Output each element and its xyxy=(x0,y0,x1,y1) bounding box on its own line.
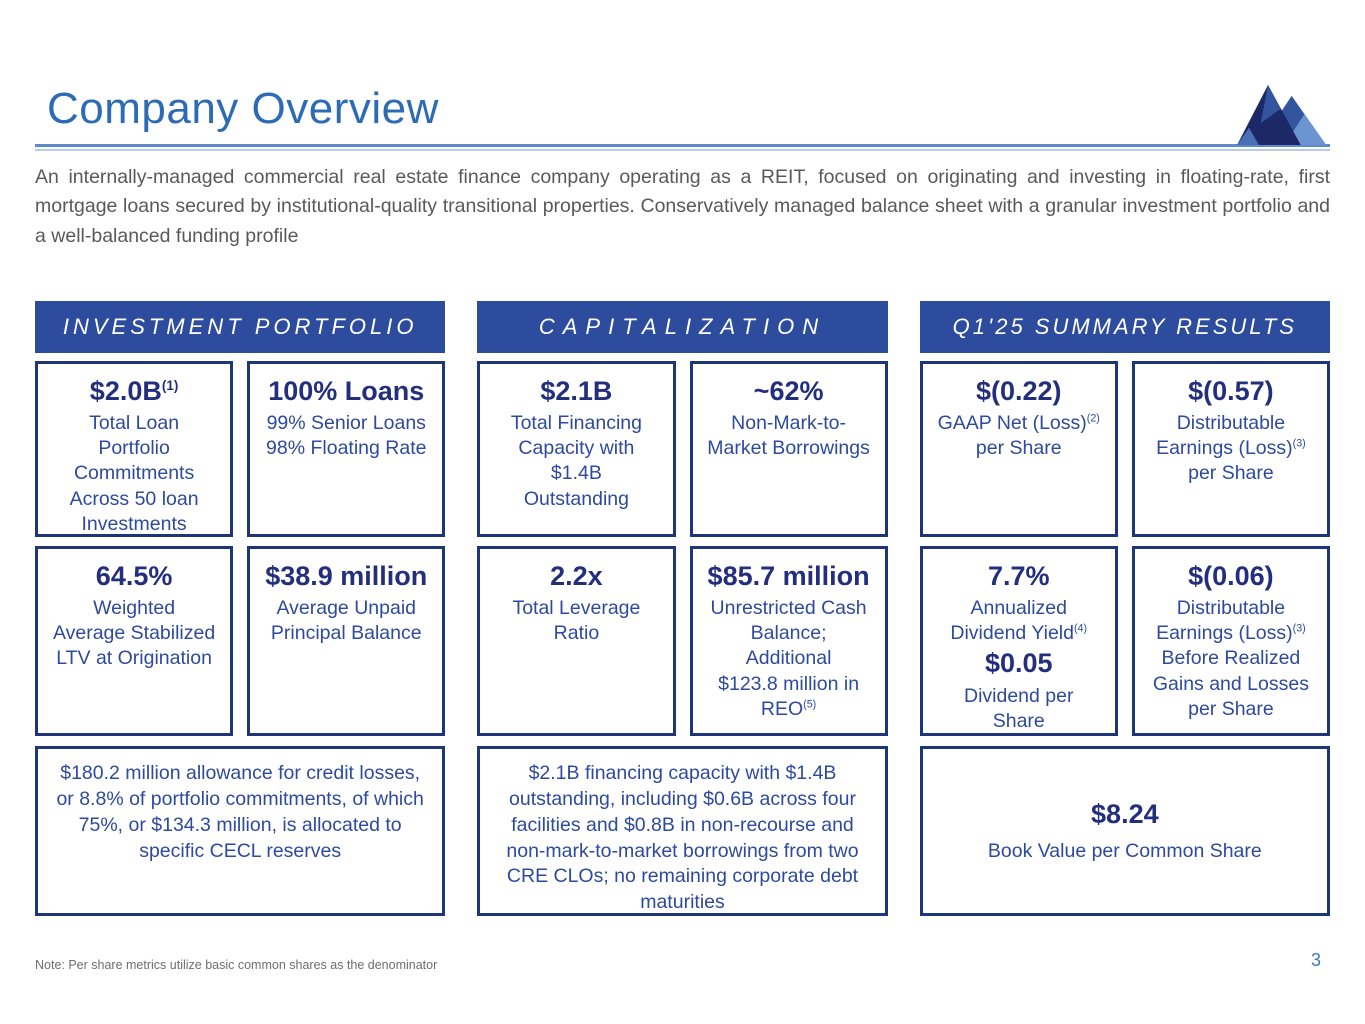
stat-value: $38.9 million xyxy=(265,560,428,591)
stat-label: Average Unpaid Principal Balance xyxy=(270,596,422,645)
stat-label: Distributable Earnings (Loss)(3) per Sha… xyxy=(1156,411,1306,485)
stat-box-loan-mix: 100% Loans 99% Senior Loans 98% Floating… xyxy=(247,360,446,537)
stat-value: $85.7 million xyxy=(707,560,870,591)
page-title: Company Overview xyxy=(47,84,439,133)
stat-label: Distributable Earnings (Loss)(3) Before … xyxy=(1152,596,1309,721)
stat-value: $2.1B xyxy=(540,375,613,406)
footnote: Note: Per share metrics utilize basic co… xyxy=(35,958,438,972)
stat-box-dividend-yield: 7.7% Annualized Dividend Yield(4) $0.05 … xyxy=(919,545,1118,736)
section-q125-summary-results: Q1'25 SUMMARY RESULTS $(0.22) GAAP Net (… xyxy=(919,300,1330,916)
section-investment-portfolio: INVESTMENT PORTFOLIO $2.0B(1) Total Loan… xyxy=(35,300,446,916)
stat-value: ~62% xyxy=(753,375,824,406)
section-header-q125-summary: Q1'25 SUMMARY RESULTS xyxy=(919,300,1330,353)
stat-label: Non-Mark-to- Market Borrowings xyxy=(707,411,870,460)
stat-box-avg-upb: $38.9 million Average Unpaid Principal B… xyxy=(247,545,446,736)
stat-box-distributable-earnings: $(0.57) Distributable Earnings (Loss)(3)… xyxy=(1131,360,1330,537)
stat-value: $(0.57) xyxy=(1188,375,1274,406)
summary-box-financing: $2.1B financing capacity with $1.4B outs… xyxy=(477,745,888,916)
stat-box-non-mtm: ~62% Non-Mark-to- Market Borrowings xyxy=(689,360,888,537)
stat-value: $(0.22) xyxy=(975,375,1062,406)
stat-row: $2.1B Total Financing Capacity with $1.4… xyxy=(477,360,888,537)
stat-label: Unrestricted Cash Balance; Additional $1… xyxy=(710,596,867,721)
stat-value: $2.0B(1) xyxy=(89,375,179,406)
stat-box-ltv: 64.5% Weighted Average Stabilized LTV at… xyxy=(35,545,234,736)
stat-box-financing-capacity: $2.1B Total Financing Capacity with $1.4… xyxy=(477,360,676,537)
stat-row: 2.2x Total Leverage Ratio $85.7 million … xyxy=(477,545,888,736)
title-rule xyxy=(35,144,1330,147)
mountain-logo-icon xyxy=(1237,85,1327,145)
stat-label: GAAP Net (Loss)(2) per Share xyxy=(937,411,1100,460)
stat-label-dividend: Dividend per Share xyxy=(964,684,1074,732)
stat-value-dividend: $0.05 xyxy=(984,648,1053,679)
stat-box-gaap-net-loss: $(0.22) GAAP Net (Loss)(2) per Share xyxy=(919,360,1118,537)
stat-value: 64.5% xyxy=(95,560,173,591)
section-capitalization: CAPITALIZATION $2.1B Total Financing Cap… xyxy=(477,300,888,916)
stat-box-total-loan-commitments: $2.0B(1) Total Loan Portfolio Commitment… xyxy=(35,360,234,537)
title-rule-light xyxy=(35,149,1330,151)
stat-value: 100% Loans xyxy=(268,375,425,406)
stat-value: $(0.06) xyxy=(1188,560,1274,591)
stat-row: 7.7% Annualized Dividend Yield(4) $0.05 … xyxy=(919,545,1330,736)
section-header-investment-portfolio: INVESTMENT PORTFOLIO xyxy=(35,300,446,353)
stat-box-de-before-gains: $(0.06) Distributable Earnings (Loss)(3)… xyxy=(1131,545,1330,736)
summary-box-credit-losses: $180.2 million allowance for credit loss… xyxy=(35,745,446,916)
stat-label: Total Financing Capacity with $1.4B Outs… xyxy=(510,411,642,510)
stat-box-cash: $85.7 million Unrestricted Cash Balance;… xyxy=(689,545,888,736)
stat-value: 7.7% xyxy=(987,560,1050,591)
book-value: $8.24 xyxy=(1091,798,1159,829)
stat-value: 2.2x xyxy=(550,560,603,591)
stat-row: $2.0B(1) Total Loan Portfolio Commitment… xyxy=(35,360,446,537)
stat-label: Total Leverage Ratio xyxy=(512,596,641,645)
stat-label: 99% Senior Loans 98% Floating Rate xyxy=(266,411,427,460)
section-header-capitalization: CAPITALIZATION xyxy=(477,300,888,353)
stat-box-leverage: 2.2x Total Leverage Ratio xyxy=(477,545,676,736)
stat-columns: INVESTMENT PORTFOLIO $2.0B(1) Total Loan… xyxy=(35,300,1330,916)
book-value-label: Book Value per Common Share xyxy=(987,839,1262,862)
intro-paragraph: An internally-managed commercial real es… xyxy=(35,166,1330,247)
stat-row: $(0.22) GAAP Net (Loss)(2) per Share $(0… xyxy=(919,360,1330,537)
slide-header: Company Overview An internally-managed c… xyxy=(35,0,1330,251)
page-number: 3 xyxy=(1310,950,1321,970)
stat-label: Total Loan Portfolio Commitments Across … xyxy=(69,411,199,536)
stat-row: 64.5% Weighted Average Stabilized LTV at… xyxy=(35,545,446,736)
stat-label: Weighted Average Stabilized LTV at Origi… xyxy=(52,596,216,670)
stat-label: Annualized Dividend Yield(4) xyxy=(950,596,1088,645)
summary-box-book-value: $8.24 Book Value per Common Share xyxy=(919,745,1330,916)
